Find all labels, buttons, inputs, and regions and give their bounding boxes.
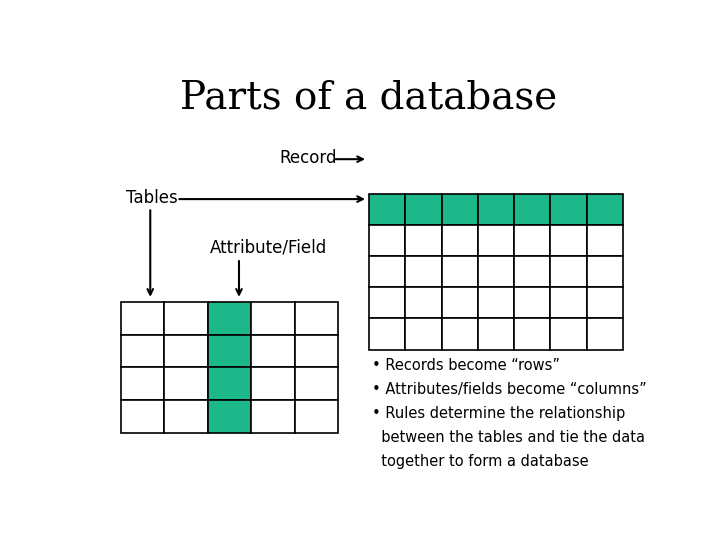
Bar: [550, 287, 587, 319]
Bar: [251, 400, 294, 433]
Bar: [251, 302, 294, 335]
Bar: [121, 400, 164, 433]
Bar: [405, 256, 441, 287]
Bar: [208, 367, 251, 400]
Bar: [251, 367, 294, 400]
Bar: [369, 319, 405, 349]
Bar: [121, 302, 164, 335]
Text: • Rules determine the relationship: • Rules determine the relationship: [372, 406, 625, 421]
Text: Attribute/Field: Attribute/Field: [210, 239, 327, 256]
Text: Tables: Tables: [126, 189, 178, 207]
Bar: [208, 302, 251, 335]
Bar: [514, 225, 550, 256]
Text: together to form a database: together to form a database: [372, 454, 588, 469]
Bar: [405, 194, 441, 225]
Bar: [587, 194, 623, 225]
Bar: [478, 256, 514, 287]
Bar: [514, 287, 550, 319]
Bar: [441, 256, 478, 287]
Bar: [587, 225, 623, 256]
Bar: [164, 367, 208, 400]
Bar: [478, 194, 514, 225]
Bar: [550, 256, 587, 287]
Text: Record: Record: [280, 150, 337, 167]
Bar: [405, 287, 441, 319]
Bar: [164, 302, 208, 335]
Bar: [550, 225, 587, 256]
Bar: [369, 194, 405, 225]
Bar: [294, 302, 338, 335]
Bar: [251, 335, 294, 367]
Bar: [208, 335, 251, 367]
Bar: [294, 400, 338, 433]
Bar: [441, 287, 478, 319]
Bar: [478, 225, 514, 256]
Text: Parts of a database: Parts of a database: [181, 79, 557, 117]
Bar: [587, 319, 623, 349]
Bar: [294, 367, 338, 400]
Bar: [164, 400, 208, 433]
Bar: [478, 319, 514, 349]
Text: • Attributes/fields become “columns”: • Attributes/fields become “columns”: [372, 382, 647, 397]
Bar: [164, 335, 208, 367]
Bar: [441, 319, 478, 349]
Bar: [587, 256, 623, 287]
Text: • Records become “rows”: • Records become “rows”: [372, 358, 559, 373]
Bar: [550, 319, 587, 349]
Bar: [121, 335, 164, 367]
Bar: [514, 256, 550, 287]
Bar: [369, 256, 405, 287]
Bar: [514, 319, 550, 349]
Bar: [441, 194, 478, 225]
Bar: [405, 225, 441, 256]
Bar: [478, 287, 514, 319]
Bar: [514, 194, 550, 225]
Bar: [294, 335, 338, 367]
Bar: [208, 400, 251, 433]
Bar: [550, 194, 587, 225]
Bar: [587, 287, 623, 319]
Bar: [369, 225, 405, 256]
Bar: [369, 287, 405, 319]
Bar: [121, 367, 164, 400]
Text: between the tables and tie the data: between the tables and tie the data: [372, 430, 645, 445]
Bar: [441, 225, 478, 256]
Bar: [405, 319, 441, 349]
